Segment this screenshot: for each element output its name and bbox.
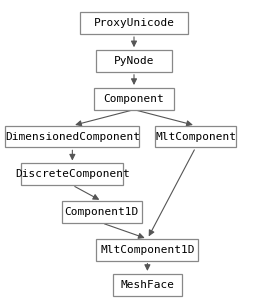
FancyBboxPatch shape — [96, 239, 198, 261]
Text: ProxyUnicode: ProxyUnicode — [94, 18, 174, 28]
Text: DimensionedComponent: DimensionedComponent — [5, 131, 140, 142]
Text: PyNode: PyNode — [114, 56, 154, 66]
FancyBboxPatch shape — [21, 163, 123, 185]
FancyBboxPatch shape — [94, 88, 174, 110]
Text: DiscreteComponent: DiscreteComponent — [15, 169, 130, 179]
Text: Component: Component — [104, 94, 164, 104]
Text: MeshFace: MeshFace — [120, 280, 174, 290]
Text: Component1D: Component1D — [65, 207, 139, 217]
Text: MltComponent1D: MltComponent1D — [100, 245, 195, 255]
FancyBboxPatch shape — [80, 12, 188, 34]
Text: MltComponent: MltComponent — [155, 131, 236, 142]
FancyBboxPatch shape — [155, 126, 236, 147]
FancyBboxPatch shape — [62, 201, 142, 223]
FancyBboxPatch shape — [113, 274, 182, 296]
FancyBboxPatch shape — [5, 126, 139, 147]
FancyBboxPatch shape — [96, 50, 172, 72]
